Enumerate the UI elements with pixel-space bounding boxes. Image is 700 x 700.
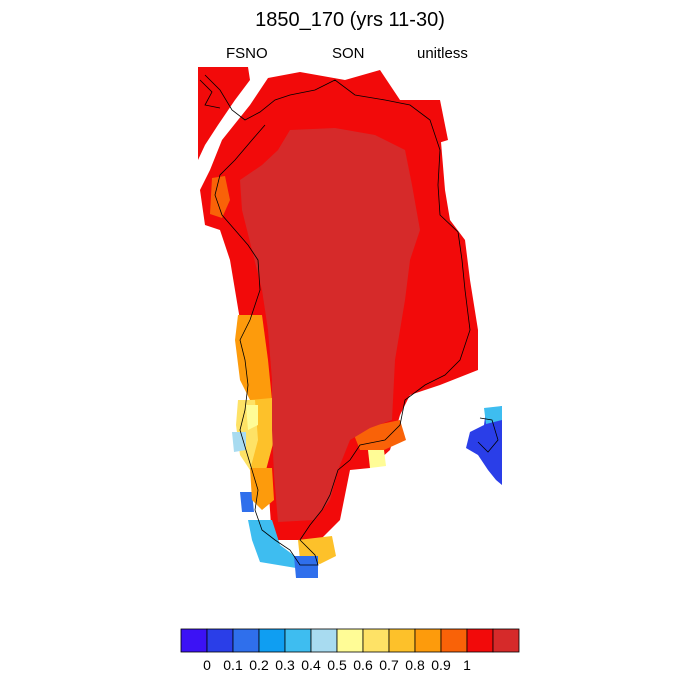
variable-label: FSNO [226, 45, 268, 62]
colorbar-box [258, 628, 286, 653]
colorbar-box [232, 628, 260, 653]
colorbar-tick-label: 1 [463, 657, 471, 673]
colorbar-box [284, 628, 312, 653]
colorbar-tick-label: 0.2 [249, 657, 269, 673]
colorbar-tick-label: 0.6 [353, 657, 373, 673]
west-orange-red-band [210, 176, 230, 218]
southwest-coast-orange [250, 468, 274, 510]
colorbar-box [362, 628, 390, 653]
interior-region [240, 128, 420, 522]
coastline [204, 74, 471, 566]
colorbar-box [492, 628, 520, 653]
colorbar-tick-label: 0.4 [301, 657, 321, 673]
northwest-region [198, 67, 250, 160]
colorbar-tick-label: 0.3 [275, 657, 295, 673]
colorbar-box [180, 628, 208, 653]
southwest-pale-yellow [246, 405, 258, 430]
nw-coastline [199, 79, 221, 109]
colorbar-box [466, 628, 494, 653]
colorbar-box [206, 628, 234, 653]
colorbar-tick-label: 0.7 [379, 657, 399, 673]
colorbar-tick-label: 0.1 [223, 657, 243, 673]
colorbar-tick-label: 0.9 [431, 657, 451, 673]
south-light-blue [248, 520, 300, 568]
south-tip-blue [294, 556, 318, 578]
west-orange-band [235, 315, 272, 400]
colorbar-box [336, 628, 364, 653]
colorbar-box [414, 628, 442, 653]
east-coastline [477, 417, 499, 453]
colorbar-tick-label: 0.8 [405, 657, 425, 673]
colorbar-box [310, 628, 338, 653]
east-blue-patch [466, 406, 502, 485]
southwest-blue [240, 492, 254, 512]
colorbar-box [440, 628, 468, 653]
southeast-pale-yellow [368, 450, 386, 468]
colorbar-tick-label: 0 [203, 657, 211, 673]
plot-title: 1850_170 (yrs 11-30) [255, 9, 445, 31]
colorbar-box [388, 628, 416, 653]
colorbar-tick-label: 0.5 [327, 657, 347, 673]
northeast-strip [420, 100, 448, 145]
season-label: SON [332, 45, 365, 62]
colorbar-tick-labels: 0 0.1 0.2 0.3 0.4 0.5 0.6 0.7 0.8 0.9 1 [203, 657, 471, 673]
units-label: unitless [417, 45, 468, 62]
colorbar-boxes [180, 628, 520, 653]
